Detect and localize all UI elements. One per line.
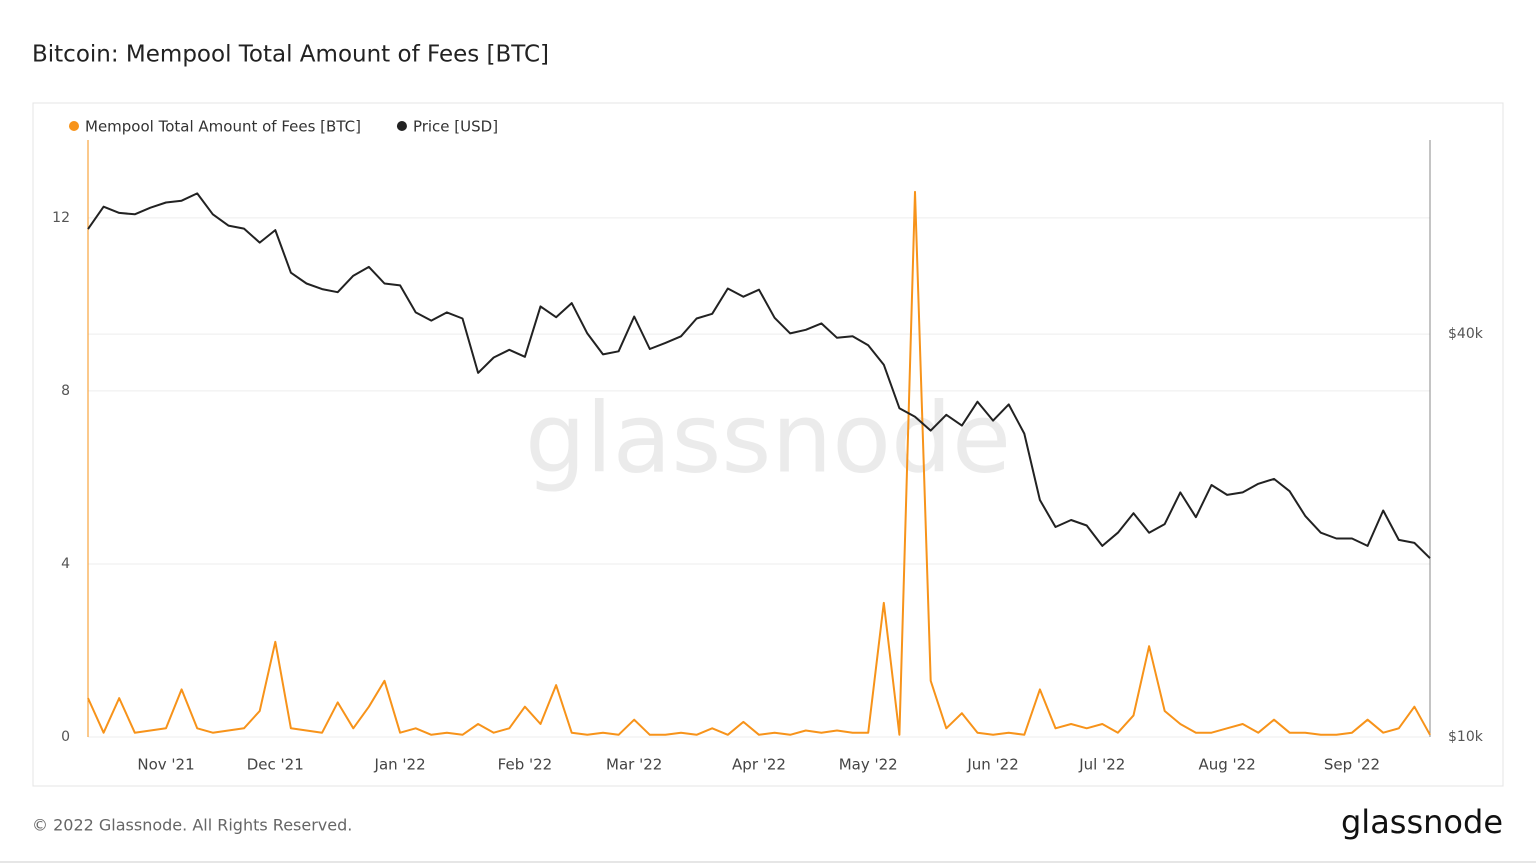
footer: © 2022 Glassnode. All Rights Reserved. [32, 816, 352, 835]
y-tick-label: 4 [61, 556, 70, 572]
x-tick-label: Jan '22 [374, 756, 426, 774]
x-tick-label: Jun '22 [966, 756, 1018, 774]
brand-logo: glassnode [1341, 803, 1503, 841]
x-tick-label: Feb '22 [498, 756, 553, 774]
x-tick-label: Nov '21 [137, 756, 194, 774]
y2-tick-label: $40k [1448, 326, 1484, 342]
legend-marker [69, 121, 79, 131]
y-tick-label: 8 [61, 383, 70, 399]
y-tick-label: 0 [61, 729, 70, 745]
legend-label: Mempool Total Amount of Fees [BTC] [85, 118, 361, 136]
legend-label: Price [USD] [413, 118, 498, 136]
chart-frame [32, 102, 1504, 787]
series-line [87, 190, 1431, 736]
x-tick-label: Aug '22 [1198, 756, 1255, 774]
chart-title: Bitcoin: Mempool Total Amount of Fees [B… [32, 42, 549, 68]
x-tick-label: Sep '22 [1324, 756, 1380, 774]
x-tick-label: Apr '22 [732, 756, 786, 774]
legend-marker [396, 121, 407, 131]
x-tick-label: Jul '22 [1078, 756, 1125, 774]
y2-tick-label: $10k [1448, 729, 1484, 745]
series-line [87, 192, 1431, 559]
x-tick-label: Mar '22 [606, 756, 662, 774]
x-tick-label: May '22 [839, 756, 898, 774]
y-tick-label: 12 [52, 210, 70, 226]
watermark: glassnode [525, 382, 1011, 494]
x-tick-label: Dec '21 [247, 756, 304, 774]
